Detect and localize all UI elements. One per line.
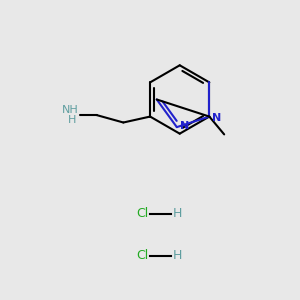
Text: H: H: [68, 115, 76, 125]
Text: Cl: Cl: [136, 249, 148, 262]
Text: H: H: [172, 207, 182, 220]
Text: H: H: [172, 249, 182, 262]
Text: Cl: Cl: [136, 207, 148, 220]
Text: N: N: [180, 121, 189, 130]
Text: NH: NH: [62, 105, 79, 115]
Text: N: N: [212, 113, 221, 123]
